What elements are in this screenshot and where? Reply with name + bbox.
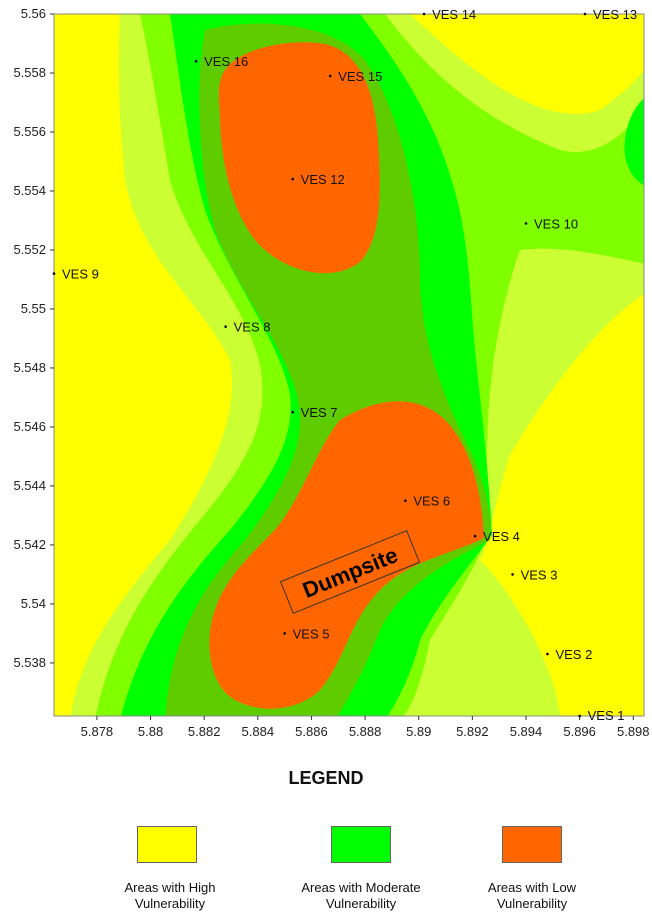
legend-label-moderate: Areas with Moderate Vulnerability <box>276 880 446 912</box>
y-tick-label: 5.538 <box>13 655 46 670</box>
zone-moderate-east <box>624 98 644 186</box>
station-point <box>328 74 332 78</box>
legend-swatch-high <box>137 826 197 863</box>
station-point <box>524 222 528 225</box>
station-label: VES 10 <box>534 216 578 231</box>
station-label: VES 5 <box>293 626 330 641</box>
x-tick-label: 5.882 <box>188 724 221 739</box>
legend-swatch-low <box>502 826 562 863</box>
legend-label-moderate-line1: Areas with Moderate <box>301 880 421 895</box>
y-tick-label: 5.542 <box>13 537 46 552</box>
station-label: VES 9 <box>62 267 99 282</box>
legend-label-low-line1: Areas with Low <box>487 880 577 895</box>
station-point <box>194 59 198 63</box>
y-tick-label: 5.558 <box>13 65 46 80</box>
y-tick-label: 5.546 <box>13 419 46 434</box>
station-point <box>473 534 477 538</box>
x-tick-label: 5.892 <box>456 724 489 739</box>
station-label: VES 16 <box>204 54 248 69</box>
zone-low-north <box>218 42 380 274</box>
legend-label-low: Areas with Low Vulnerability <box>447 880 617 912</box>
y-tick-label: 5.554 <box>13 183 46 198</box>
y-tick-label: 5.54 <box>21 596 46 611</box>
station-label: VES 7 <box>301 405 338 420</box>
station-point <box>511 573 514 576</box>
legend-label-high-line1: Areas with High <box>124 880 216 895</box>
station-label: VES 14 <box>432 7 476 22</box>
station-point <box>291 410 294 414</box>
y-tick-label: 5.548 <box>13 360 46 375</box>
station-label: VES 4 <box>483 529 520 544</box>
x-tick-label: 5.888 <box>349 724 382 739</box>
y-tick-label: 5.544 <box>13 478 46 493</box>
station-point <box>52 272 56 275</box>
legend-swatch-moderate <box>331 826 391 863</box>
x-tick-label: 5.886 <box>295 724 328 739</box>
station-label: VES 6 <box>413 494 450 509</box>
x-axis: 5.878 5.88 5.882 5.884 5.886 5.888 5.89 5.892 5.… <box>81 716 650 739</box>
legend-label-moderate-line2: Vulnerability <box>325 896 397 911</box>
station-label: VES 12 <box>301 172 345 187</box>
station-point <box>224 325 227 328</box>
x-tick-label: 5.88 <box>138 724 163 739</box>
x-tick-label: 5.884 <box>242 724 275 739</box>
station-markers: VES 1 VES 2 VES 3 VES 4 VES 5 VES 6 VES 7 VES 8… <box>52 7 637 723</box>
station-point <box>583 12 587 16</box>
x-tick-label: 5.898 <box>617 724 650 739</box>
x-tick-label: 5.878 <box>81 724 114 739</box>
station-label: VES 15 <box>338 69 382 84</box>
station-label: VES 8 <box>234 320 271 335</box>
vulnerability-map: 5.878 5.88 5.882 5.884 5.886 5.888 5.89 5.892 5.… <box>13 6 650 739</box>
map-frame <box>53 13 645 717</box>
station-point <box>404 499 407 502</box>
x-tick-label: 5.89 <box>406 724 431 739</box>
y-axis: 5.56 5.558 5.556 5.554 5.552 5.55 5.548 5.546 5.… <box>13 6 54 670</box>
y-tick-label: 5.552 <box>13 242 46 257</box>
legend-label-high-line2: Vulnerability <box>134 896 206 911</box>
station-point <box>291 177 294 181</box>
legend-label-low-line2: Vulnerability <box>496 896 568 911</box>
station-point <box>283 632 286 635</box>
y-tick-label: 5.55 <box>21 301 46 316</box>
x-tick-label: 5.894 <box>510 724 543 739</box>
legend-label-high: Areas with High Vulnerability <box>85 880 255 912</box>
station-label: VES 2 <box>555 647 592 662</box>
station-point <box>578 714 581 718</box>
station-label: VES 1 <box>588 708 625 723</box>
y-tick-label: 5.556 <box>13 124 46 139</box>
station-point <box>422 12 426 16</box>
x-tick-label: 5.896 <box>563 724 596 739</box>
station-label: VES 3 <box>521 567 558 582</box>
y-tick-label: 5.56 <box>21 6 46 21</box>
station-point <box>546 652 549 656</box>
map-plot-area <box>54 14 644 716</box>
station-label: VES 13 <box>593 7 637 22</box>
legend-title: LEGEND <box>288 768 364 788</box>
